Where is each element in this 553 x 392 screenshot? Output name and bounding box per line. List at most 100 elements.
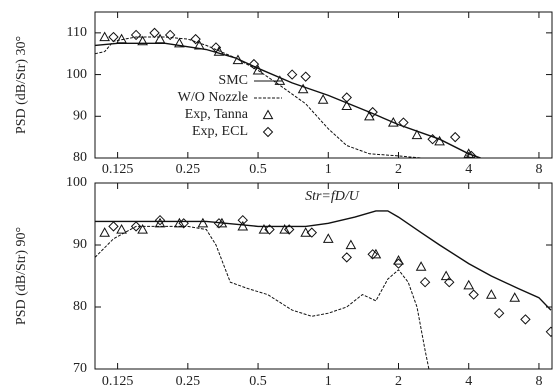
x-tick-label: 2 bbox=[395, 374, 402, 389]
data-point bbox=[370, 248, 382, 259]
series-line bbox=[95, 210, 552, 311]
x-tick-label: 0.25 bbox=[176, 162, 201, 177]
data-point bbox=[154, 214, 166, 226]
x-tick-label: 8 bbox=[535, 162, 542, 177]
data-point bbox=[322, 233, 334, 243]
data-point bbox=[137, 35, 148, 46]
data-point bbox=[154, 217, 166, 228]
data-point bbox=[99, 31, 111, 42]
data-point bbox=[419, 276, 431, 288]
data-point bbox=[341, 252, 352, 263]
data-point bbox=[108, 221, 119, 232]
x-tick-label: 0.125 bbox=[102, 162, 134, 177]
data-point bbox=[317, 94, 329, 104]
data-point bbox=[387, 117, 399, 127]
data-point bbox=[232, 54, 244, 65]
data-point bbox=[297, 83, 309, 94]
data-point bbox=[116, 223, 127, 234]
data-point bbox=[174, 37, 185, 48]
data-point bbox=[444, 276, 455, 288]
legend-label: Exp, Tanna bbox=[185, 107, 249, 122]
y-tick-label: 80 bbox=[73, 150, 87, 165]
y-tick-label: 90 bbox=[73, 237, 87, 252]
y-axis-label: PSD (dB/Str) 30° bbox=[14, 36, 29, 134]
data-point bbox=[493, 307, 505, 319]
data-point bbox=[485, 289, 497, 299]
plot-frame bbox=[94, 182, 553, 370]
data-point bbox=[393, 258, 404, 269]
plot-frame bbox=[94, 11, 553, 159]
y-tick-label: 110 bbox=[67, 25, 87, 40]
legend-label: W/O Nozzle bbox=[178, 90, 248, 105]
x-tick-label: 0.25 bbox=[176, 374, 201, 389]
data-point bbox=[274, 75, 286, 85]
series-line bbox=[95, 225, 430, 369]
series-line bbox=[95, 42, 481, 158]
data-point bbox=[258, 223, 270, 234]
data-point bbox=[149, 27, 160, 39]
data-point bbox=[193, 39, 205, 50]
data-point bbox=[279, 223, 290, 234]
y-tick-label: 90 bbox=[73, 109, 87, 124]
x-tick-label: 0.125 bbox=[102, 374, 134, 389]
data-point bbox=[398, 117, 409, 128]
data-point bbox=[130, 29, 142, 41]
data-point bbox=[545, 326, 552, 338]
x-tick-label: 0.5 bbox=[249, 162, 267, 177]
data-point bbox=[197, 217, 209, 228]
x-tick-label: 1 bbox=[325, 162, 332, 177]
y-axis-label: PSD (dB/Str) 90° bbox=[14, 227, 29, 325]
data-point bbox=[237, 220, 249, 231]
y-tick-label: 80 bbox=[73, 299, 87, 314]
x-tick-label: 1 bbox=[325, 374, 332, 389]
data-point bbox=[367, 249, 378, 260]
data-point bbox=[300, 71, 311, 82]
x-axis-label: Str=fD/U bbox=[305, 189, 360, 204]
y-tick-label: 100 bbox=[66, 175, 87, 190]
data-point bbox=[174, 217, 185, 228]
data-point bbox=[283, 224, 295, 235]
x-tick-label: 8 bbox=[535, 374, 542, 389]
data-point bbox=[345, 239, 357, 250]
data-point bbox=[466, 150, 477, 158]
legend-marker bbox=[262, 109, 274, 120]
plot-area bbox=[95, 210, 552, 369]
data-point bbox=[116, 33, 127, 44]
data-point bbox=[300, 227, 312, 237]
x-tick-label: 4 bbox=[465, 162, 472, 177]
legend-label: Exp, ECL bbox=[192, 124, 248, 139]
y-tick-label: 100 bbox=[66, 67, 87, 82]
data-point bbox=[449, 131, 461, 143]
data-point bbox=[434, 135, 445, 146]
data-point bbox=[237, 214, 248, 226]
data-point bbox=[108, 31, 119, 43]
data-point bbox=[137, 223, 148, 234]
data-point bbox=[130, 221, 142, 232]
legend-label: SMC bbox=[218, 73, 248, 88]
data-point bbox=[306, 227, 318, 238]
data-point bbox=[286, 69, 298, 80]
data-point bbox=[213, 218, 225, 229]
data-point bbox=[178, 218, 189, 229]
data-point bbox=[210, 42, 222, 53]
data-point bbox=[415, 261, 427, 271]
series-line bbox=[95, 36, 422, 158]
data-point bbox=[463, 279, 475, 290]
data-point bbox=[341, 92, 352, 103]
plot-area bbox=[95, 27, 481, 158]
data-point bbox=[509, 292, 521, 302]
data-point bbox=[341, 100, 353, 110]
data-point bbox=[164, 29, 176, 41]
legend-marker bbox=[262, 126, 274, 138]
data-point bbox=[411, 129, 423, 140]
x-tick-label: 2 bbox=[395, 162, 402, 177]
data-point bbox=[468, 289, 479, 300]
data-point bbox=[216, 217, 228, 228]
data-point bbox=[154, 33, 166, 44]
data-point bbox=[252, 64, 264, 75]
data-point bbox=[520, 314, 531, 325]
data-point bbox=[264, 224, 275, 235]
data-point bbox=[190, 33, 201, 45]
y-tick-label: 70 bbox=[73, 361, 87, 376]
